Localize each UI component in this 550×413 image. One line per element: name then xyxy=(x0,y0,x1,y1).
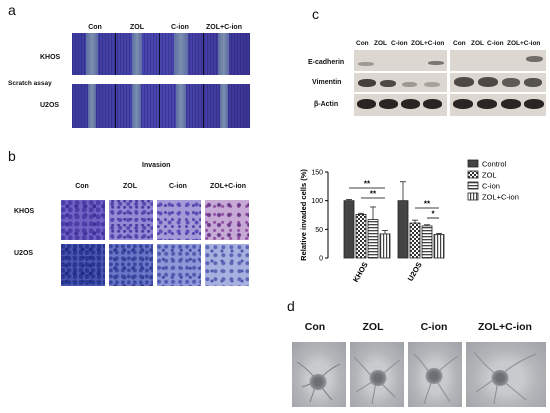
scratch-label-con: Con xyxy=(88,24,102,31)
y-tick-label: 100 xyxy=(311,198,323,205)
tube-image-zolcion xyxy=(466,342,546,407)
y-tick-label: 150 xyxy=(311,170,323,177)
invasion-label-zol: ZOL xyxy=(123,183,137,190)
tube-label-zol: ZOL xyxy=(362,321,384,333)
panel-d-label: d xyxy=(287,298,295,314)
panel-b-label: b xyxy=(8,148,16,164)
lane-label-4: ZOL+C-ion xyxy=(411,40,445,47)
invasion-image-khos-zolcion xyxy=(205,200,249,240)
invasion-label-cion: C-ion xyxy=(169,183,187,190)
legend-swatch-0 xyxy=(467,159,479,168)
significance-label: ** xyxy=(364,180,371,189)
invasion-image-u2os-cion xyxy=(157,244,201,286)
legend-swatch-3 xyxy=(467,192,479,201)
invasion-title: Invasion xyxy=(142,162,171,169)
scratch-row-u2os: U2OS xyxy=(40,102,60,109)
legend-label-3: ZOL+C-ion xyxy=(482,193,519,202)
legend-swatch-1 xyxy=(467,170,479,179)
legend-swatch-2 xyxy=(467,181,479,190)
scratch-row-khos: KHOS xyxy=(40,54,61,61)
legend-label-0: Control xyxy=(482,160,507,169)
tube-label-con: Con xyxy=(304,321,326,333)
invasion-label-con: Con xyxy=(75,183,89,190)
panel-a-label: a xyxy=(8,2,16,18)
invasion-row-u2os: U2OS xyxy=(14,250,34,257)
invasion-image-u2os-zol xyxy=(109,244,153,286)
tube-image-con xyxy=(292,342,346,407)
invasion-label-zolcion: ZOL+C-ion xyxy=(210,183,246,190)
lane-label-5: Con xyxy=(453,40,466,47)
lane-label-7: C-ion xyxy=(487,40,504,47)
western-blot-image xyxy=(354,50,546,116)
bar-u2os-1 xyxy=(409,222,421,259)
lane-label-6: ZOL xyxy=(471,40,484,47)
panel-c-label: c xyxy=(312,6,319,22)
bar-u2os-2 xyxy=(421,225,433,259)
protein-beta-actin: β-Actin xyxy=(314,101,339,108)
bar-khos-2 xyxy=(367,219,379,259)
y-tick-label: 0 xyxy=(319,256,323,263)
bar-khos-3 xyxy=(379,233,391,259)
invasion-row-khos: KHOS xyxy=(14,208,35,215)
tube-image-cion xyxy=(408,342,462,407)
scratch-label-zol: ZOL xyxy=(130,24,144,31)
protein-ecadherin: E-cadherin xyxy=(308,59,345,66)
significance-label: ** xyxy=(370,190,377,199)
scratch-image-khos xyxy=(72,33,250,75)
y-axis-title: Relative invaded cells (%) xyxy=(299,169,308,261)
bar-u2os-0 xyxy=(397,200,409,259)
bar-u2os-3 xyxy=(433,234,445,259)
scratch-assay-label: Scratch assay xyxy=(8,80,52,87)
lane-label-1: Con xyxy=(356,40,369,47)
tube-label-zolcion: ZOL+C-ion xyxy=(478,321,532,333)
bar-khos-0 xyxy=(343,200,355,259)
lane-label-2: ZOL xyxy=(374,40,387,47)
invasion-image-khos-con xyxy=(61,200,105,240)
invasion-image-u2os-con xyxy=(61,244,105,286)
protein-vimentin: Vimentin xyxy=(312,79,342,86)
scratch-image-u2os xyxy=(72,84,250,128)
scratch-label-cion: C-ion xyxy=(171,24,189,31)
x-category-label: U2OS xyxy=(406,261,424,283)
legend-label-2: C-ion xyxy=(482,182,500,191)
scratch-label-zolcion: ZOL+C-ion xyxy=(206,24,242,31)
y-tick-label: 50 xyxy=(315,227,323,234)
significance-label: * xyxy=(431,210,435,219)
lane-label-3: C-ion xyxy=(391,40,408,47)
bar-khos-1 xyxy=(355,214,367,259)
invasion-image-khos-zol xyxy=(109,200,153,240)
tube-image-zol xyxy=(350,342,404,407)
invasion-image-khos-cion xyxy=(157,200,201,240)
tube-label-cion: C-ion xyxy=(420,321,448,333)
x-category-label: KHOS xyxy=(351,261,370,284)
invasion-image-u2os-zolcion xyxy=(205,244,249,286)
lane-label-8: ZOL+C-ion xyxy=(507,40,541,47)
significance-label: ** xyxy=(424,200,431,209)
legend-label-1: ZOL xyxy=(482,171,497,180)
